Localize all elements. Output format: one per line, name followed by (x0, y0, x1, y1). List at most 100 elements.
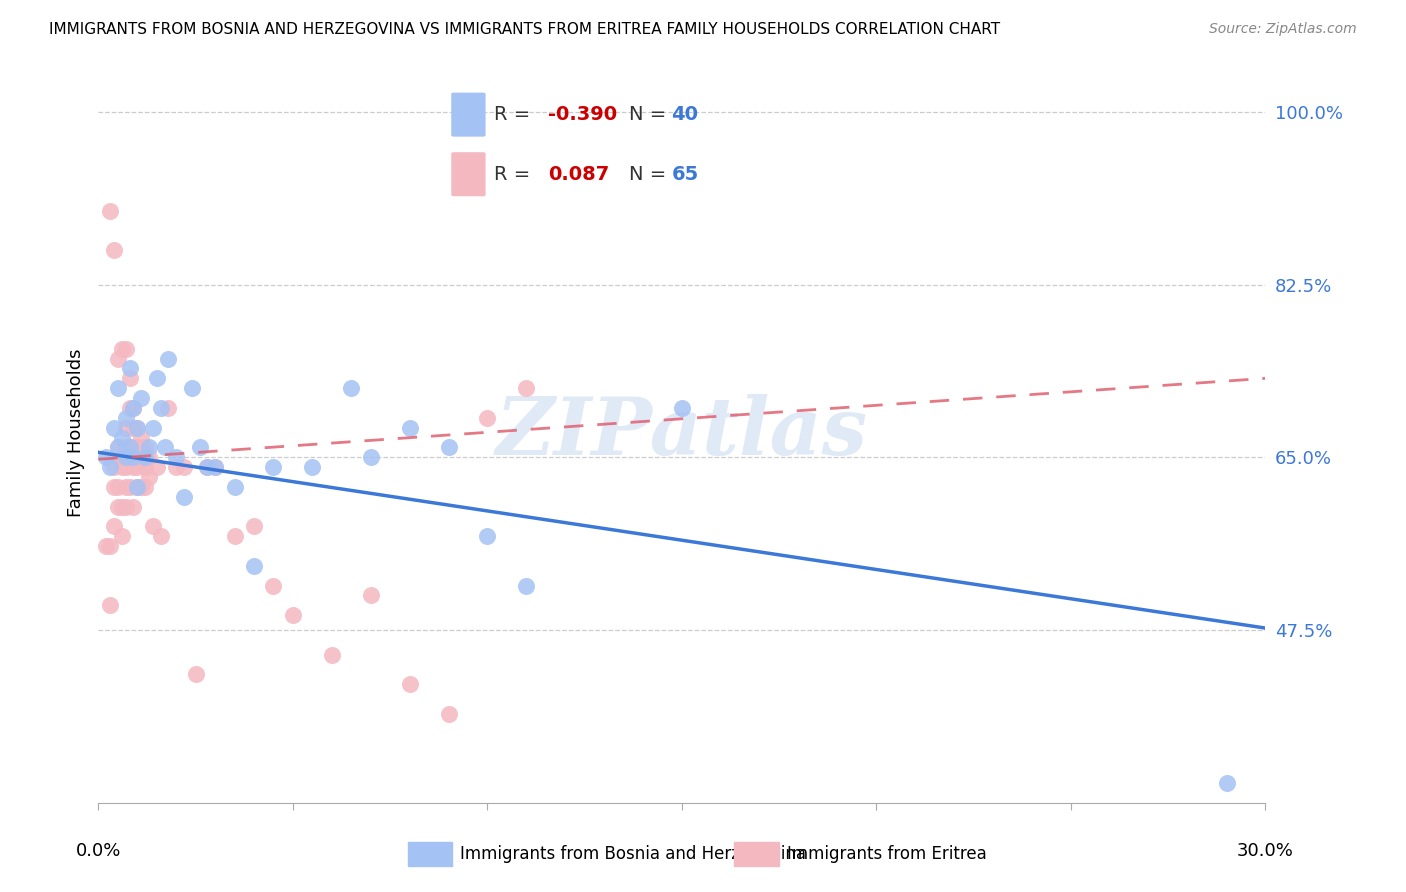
Point (118, 441, 141, 455)
Point (142, 519, 165, 533)
Point (157, 351, 180, 366)
Point (321, 648, 343, 662)
Point (188, 441, 211, 455)
Point (204, 460, 226, 475)
Point (118, 480, 141, 494)
Bar (408, 842, 451, 866)
Point (146, 460, 169, 475)
Point (515, 579, 537, 593)
Point (127, 420, 149, 434)
Point (118, 441, 141, 455)
Point (107, 381, 129, 395)
Point (103, 480, 125, 494)
Point (127, 441, 149, 455)
Point (134, 460, 156, 475)
Point (671, 401, 693, 415)
Point (477, 410, 499, 425)
Point (122, 401, 145, 415)
Point (281, 608, 304, 623)
Point (515, 381, 537, 395)
Point (146, 371, 169, 385)
Point (437, 441, 460, 455)
Point (114, 441, 136, 455)
Point (340, 381, 363, 395)
Bar (734, 842, 779, 866)
Point (142, 420, 165, 434)
Point (204, 460, 226, 475)
Point (103, 420, 125, 434)
Text: 30.0%: 30.0% (1237, 842, 1294, 860)
Point (114, 420, 136, 434)
Point (127, 480, 149, 494)
Point (243, 519, 266, 533)
Text: Immigrants from Eritrea: Immigrants from Eritrea (787, 845, 987, 863)
Point (98, 539, 121, 553)
Point (122, 500, 145, 514)
Point (129, 450, 152, 465)
Point (122, 441, 145, 455)
Point (224, 529, 246, 543)
Point (165, 460, 187, 475)
Point (96, 539, 118, 553)
Point (134, 460, 156, 475)
Point (127, 480, 149, 494)
Text: Source: ZipAtlas.com: Source: ZipAtlas.com (1209, 22, 1357, 37)
Point (127, 460, 149, 475)
Point (127, 420, 149, 434)
Point (107, 480, 129, 494)
Point (114, 480, 136, 494)
Point (111, 529, 134, 543)
Point (118, 401, 141, 415)
Point (437, 706, 460, 721)
Point (118, 371, 141, 385)
Point (138, 450, 160, 465)
Point (138, 441, 160, 455)
Text: 0.0%: 0.0% (76, 842, 121, 860)
Point (173, 460, 195, 475)
Point (114, 450, 136, 465)
Point (111, 460, 134, 475)
Point (360, 589, 382, 603)
Point (360, 450, 382, 465)
Point (180, 381, 202, 395)
Point (195, 460, 218, 475)
Point (114, 460, 136, 475)
Point (98, 599, 121, 613)
Point (301, 460, 323, 475)
Point (195, 460, 218, 475)
Point (122, 420, 145, 434)
Point (173, 490, 195, 504)
Point (477, 529, 499, 543)
Point (107, 441, 129, 455)
Point (129, 480, 152, 494)
Point (98, 460, 121, 475)
Point (398, 677, 420, 691)
Point (103, 243, 125, 257)
Point (153, 441, 176, 455)
Point (224, 480, 246, 494)
Point (165, 450, 187, 465)
Point (111, 342, 134, 356)
Point (96, 450, 118, 465)
Y-axis label: Family Households: Family Households (66, 349, 84, 516)
Point (129, 431, 152, 445)
Point (114, 410, 136, 425)
Point (149, 401, 172, 415)
Point (111, 431, 134, 445)
Point (243, 558, 266, 573)
Point (122, 450, 145, 465)
Point (107, 500, 129, 514)
Text: Immigrants from Bosnia and Herzegovina: Immigrants from Bosnia and Herzegovina (460, 845, 806, 863)
Point (134, 480, 156, 494)
Point (107, 441, 129, 455)
Point (103, 519, 125, 533)
Point (122, 401, 145, 415)
Point (262, 579, 284, 593)
Point (122, 460, 145, 475)
Point (129, 391, 152, 405)
Point (98, 203, 121, 218)
Point (149, 529, 172, 543)
Point (111, 450, 134, 465)
Point (118, 361, 141, 376)
Point (1215, 776, 1237, 790)
